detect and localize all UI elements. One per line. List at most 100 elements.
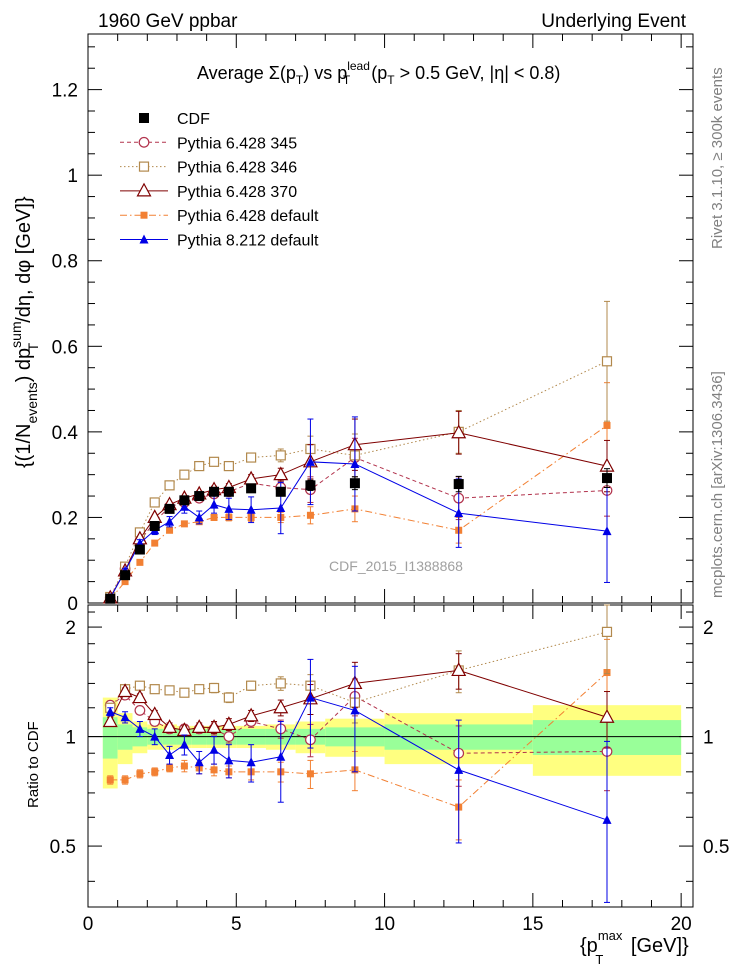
y-axis-label-part-a: {(1/N [13, 424, 35, 468]
legend-item-3: Pythia 6.428 370 [120, 182, 297, 201]
ratio-point [451, 662, 467, 677]
ratio-panel-frame [87, 604, 694, 908]
ratio-point [209, 744, 219, 754]
ratio-point [223, 731, 235, 742]
ratio-y-axis-label: Ratio to CDF [25, 721, 42, 808]
data-point [223, 460, 234, 472]
data-point [121, 578, 129, 586]
chart-title-sub-b: T [343, 73, 351, 87]
data-point [246, 483, 257, 494]
y-tick-label-3: 0.6 [52, 337, 78, 358]
data-point [275, 450, 286, 461]
ratio-point [164, 685, 175, 696]
legend-marker-4 [140, 211, 148, 219]
data-point [601, 473, 612, 484]
legend: CDF Pythia 6.428 345 Pythia 6.428 346 Pythi… [120, 111, 319, 250]
data-point [223, 486, 234, 497]
ratio-point [120, 712, 130, 722]
x-tick-label-1: 5 [231, 914, 242, 935]
rivet-version-label: Rivet 3.1.10, ≥ 300k events [709, 67, 726, 249]
band-inner-1 [117, 724, 133, 750]
ratio-point [121, 776, 129, 784]
data-point [194, 491, 205, 502]
x-axis-label-part-b: [GeV]} [625, 935, 689, 957]
chart-title: Average Σ(pT) vs plead T (pT > 0.5 GeV, |… [197, 59, 560, 87]
axis-ticks: 0 5 10 15 20 0 0.2 0.4 0.6 0.8 1 1.2 0.5 0.5 1 1 2 2 [50, 34, 729, 935]
data-point [273, 466, 289, 481]
data-point [208, 456, 220, 467]
ratio-point [105, 706, 115, 716]
ratio-point [246, 680, 257, 691]
ratio-point [135, 723, 145, 733]
legend-marker-0 [139, 113, 149, 123]
series-2 [105, 300, 613, 724]
legend-marker-2 [138, 161, 150, 172]
ratio-point [151, 768, 159, 776]
ratio-point [306, 770, 314, 778]
ratio-point [221, 716, 237, 731]
ratio-point [149, 684, 160, 695]
y-tick-label-6: 1.2 [52, 81, 78, 102]
ratio-tick-label-left-2: 2 [65, 618, 76, 639]
data-point [451, 424, 467, 439]
data-point [105, 593, 116, 604]
ratio-tick-label-left-0: 0.5 [50, 837, 76, 858]
ratio-point [246, 757, 256, 767]
legend-item-1: Pythia 6.428 345 [120, 135, 297, 152]
data-point [179, 501, 189, 511]
x-tick-label-4: 20 [671, 914, 692, 935]
x-axis-label-sub-a: T [595, 952, 603, 967]
main-panel-frame [87, 33, 694, 604]
legend-item-2: Pythia 6.428 346 [120, 160, 297, 177]
ratio-point [599, 709, 615, 723]
y-axis-label-part-b: ) dp [13, 348, 35, 382]
ratio-point [243, 707, 259, 722]
data-point [209, 499, 219, 509]
ratio-point [208, 682, 220, 694]
ratio-point [194, 757, 204, 767]
legend-marker-5 [139, 234, 149, 244]
data-point [165, 516, 175, 526]
data-point [147, 509, 163, 524]
y-axis-label-sup-b: sum [8, 321, 24, 347]
data-point [601, 356, 613, 367]
ratio-point [132, 689, 148, 704]
data-point [210, 513, 218, 521]
data-point [179, 495, 190, 506]
data-point [164, 480, 175, 491]
ratio-point [134, 680, 145, 691]
y-axis-label-sub-a: events [24, 382, 40, 423]
chart-title-part-a: Average Σ(p [197, 63, 296, 83]
ratio-point [210, 766, 218, 774]
mcplots-label: mcplots.cern.ch [arXiv:1306.3436] [709, 371, 726, 598]
data-point [134, 544, 145, 555]
data-point [350, 458, 360, 468]
analysis-label: Underlying Event [541, 11, 686, 32]
ratio-point [150, 731, 160, 741]
legend-label-3: Pythia 6.428 370 [177, 184, 297, 201]
data-point [179, 469, 190, 480]
legend-label-4: Pythia 6.428 default [177, 208, 319, 225]
y-axis-label-sub-b: T [25, 342, 41, 351]
ratio-point [275, 678, 286, 689]
legend-label-5: Pythia 8.212 default [177, 233, 319, 250]
legend-marker-3 [136, 182, 152, 197]
ratio-point [601, 626, 613, 637]
data-series [102, 300, 615, 903]
chart-title-sup-b: lead [347, 59, 370, 73]
data-point [306, 511, 314, 519]
data-point [276, 503, 286, 513]
ratio-point [179, 739, 189, 749]
data-point [194, 512, 204, 522]
ratio-point [224, 755, 234, 765]
ratio-point [162, 719, 178, 733]
ratio-point [194, 684, 205, 695]
ratio-point [191, 719, 207, 733]
series-line-main-4 [109, 425, 608, 600]
legend-item-4: Pythia 6.428 default [120, 208, 319, 225]
ratio-point [136, 770, 144, 778]
data-point [305, 480, 316, 491]
ratio-point [350, 705, 360, 715]
x-axis-label: {pmax T [GeV]} [580, 928, 689, 967]
x-tick-label-0: 0 [83, 914, 94, 935]
